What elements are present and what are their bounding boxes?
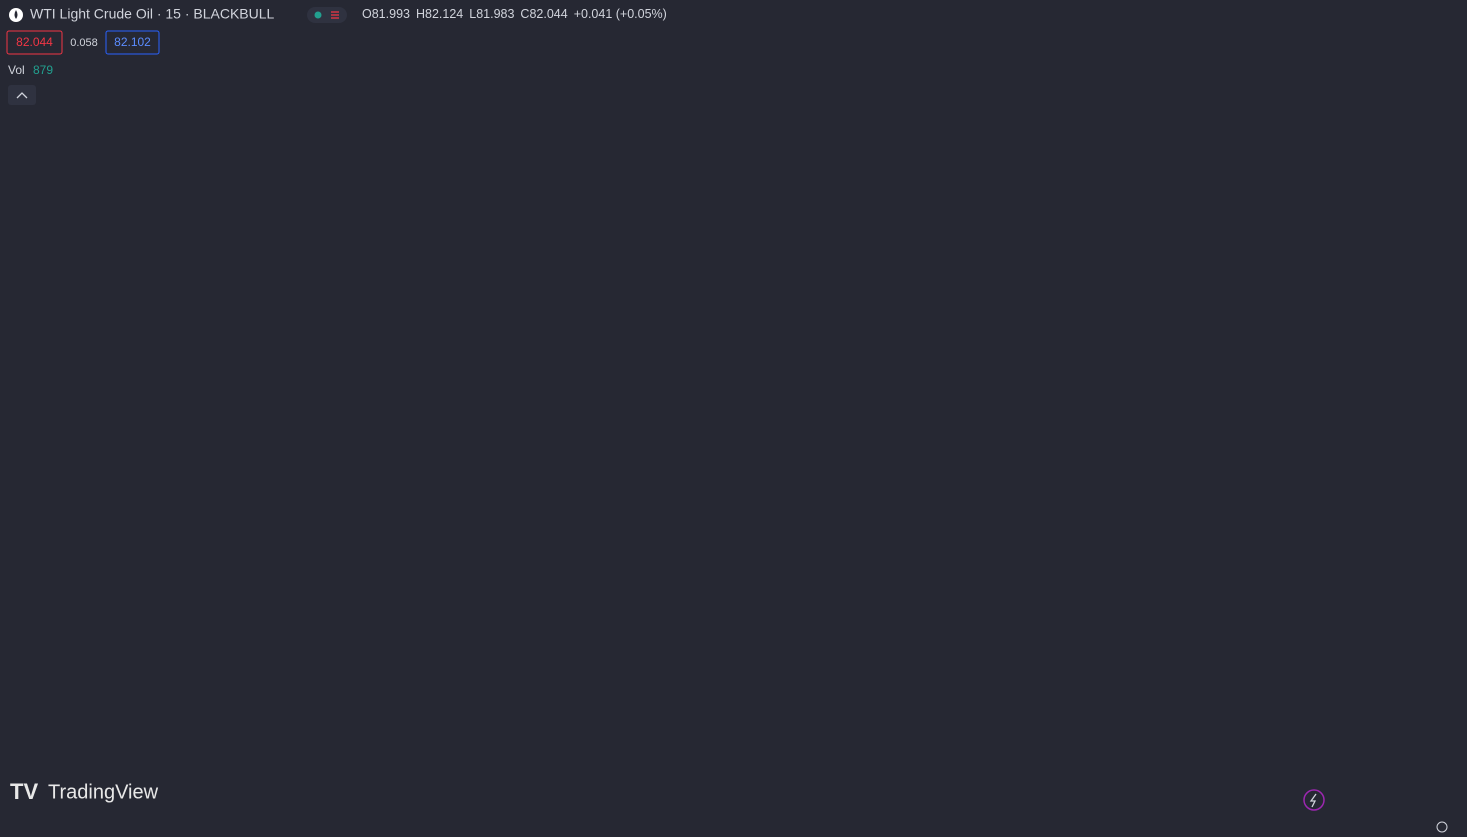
ask-price: 82.102 (114, 35, 151, 49)
ask-box[interactable] (105, 30, 160, 55)
ohlc-legend: O81.993 H82.124 L81.983 C82.044 +0.041 (+0.0… (362, 7, 667, 21)
ohlc-letter: C (520, 7, 529, 21)
spread: 0.058 (70, 37, 98, 49)
symbol-title[interactable]: WTI Light Crude Oil · 15 · BLACKBULL (30, 6, 275, 22)
bid-box[interactable] (6, 30, 63, 55)
flash-button[interactable] (1303, 789, 1325, 811)
bid-price: 82.044 (16, 35, 53, 49)
ohlc-value: 82.044 (529, 7, 567, 21)
ohlc-value: 81.983 (476, 7, 514, 21)
collapse-icon (16, 92, 28, 99)
ohlc-letter: H (416, 7, 425, 21)
ohlc-value: 82.124 (425, 7, 463, 21)
symbol-icon-drop (14, 10, 18, 19)
settings-icon[interactable] (1436, 821, 1448, 833)
volume-value: 879 (33, 63, 53, 77)
logo: TradingView (48, 781, 159, 803)
ohlc-value: 81.993 (372, 7, 410, 21)
change: +0.041 (+0.05%) (574, 7, 667, 21)
status-pill[interactable] (307, 7, 347, 23)
ohlc-letter: L (469, 7, 476, 21)
status-icon (331, 11, 339, 19)
overlay-layer: WTI Light Crude Oil · 15 · BLACKBULL O81… (6, 6, 1448, 833)
ohlc-letter: O (362, 7, 372, 21)
status-dot (314, 11, 322, 19)
flash-icon (1309, 793, 1317, 808)
collapse-button[interactable] (8, 85, 36, 105)
logo-mark: TV (10, 779, 38, 804)
volume-label: Vol (8, 63, 25, 77)
